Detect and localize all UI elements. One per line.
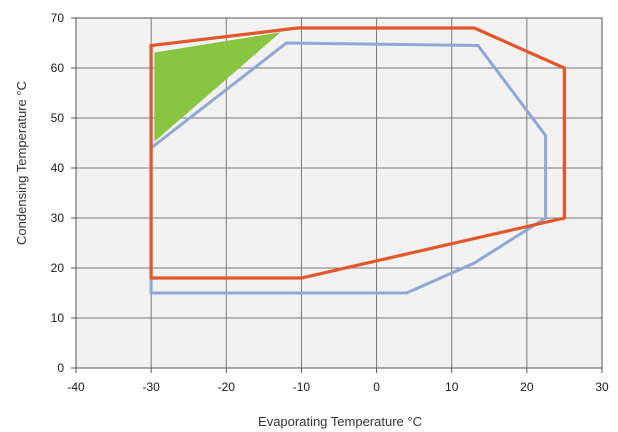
envelope-blue — [149, 41, 548, 295]
x-tick-label: -40 — [67, 380, 85, 394]
plot-frame — [75, 17, 603, 369]
y-tick-label: 30 — [51, 211, 65, 225]
x-tick-label: -20 — [218, 380, 236, 394]
envelope-red — [149, 26, 567, 280]
y-tick-label: 50 — [51, 111, 65, 125]
y-axis-ticks: 0 10 20 30 40 50 60 70 — [51, 11, 76, 375]
series-layer — [149, 26, 567, 295]
x-tick-label: 20 — [520, 380, 534, 394]
x-tick-label: -10 — [293, 380, 311, 394]
x-axis-title: Evaporating Temperature °C — [258, 414, 422, 429]
x-tick-label: 10 — [445, 380, 459, 394]
y-tick-label: 40 — [51, 161, 65, 175]
x-axis-ticks: -40 -30 -20 -10 0 10 20 30 — [67, 368, 609, 394]
x-tick-label: 30 — [595, 380, 609, 394]
y-tick-label: 70 — [51, 11, 65, 25]
x-tick-label: -30 — [142, 380, 160, 394]
y-tick-label: 10 — [51, 311, 65, 325]
y-tick-label: 20 — [51, 261, 65, 275]
region-green — [154, 32, 281, 142]
y-tick-label: 0 — [57, 361, 64, 375]
x-tick-label: 0 — [373, 380, 380, 394]
y-tick-label: 60 — [51, 61, 65, 75]
y-axis-title: Condensing Temperature °C — [14, 81, 29, 245]
